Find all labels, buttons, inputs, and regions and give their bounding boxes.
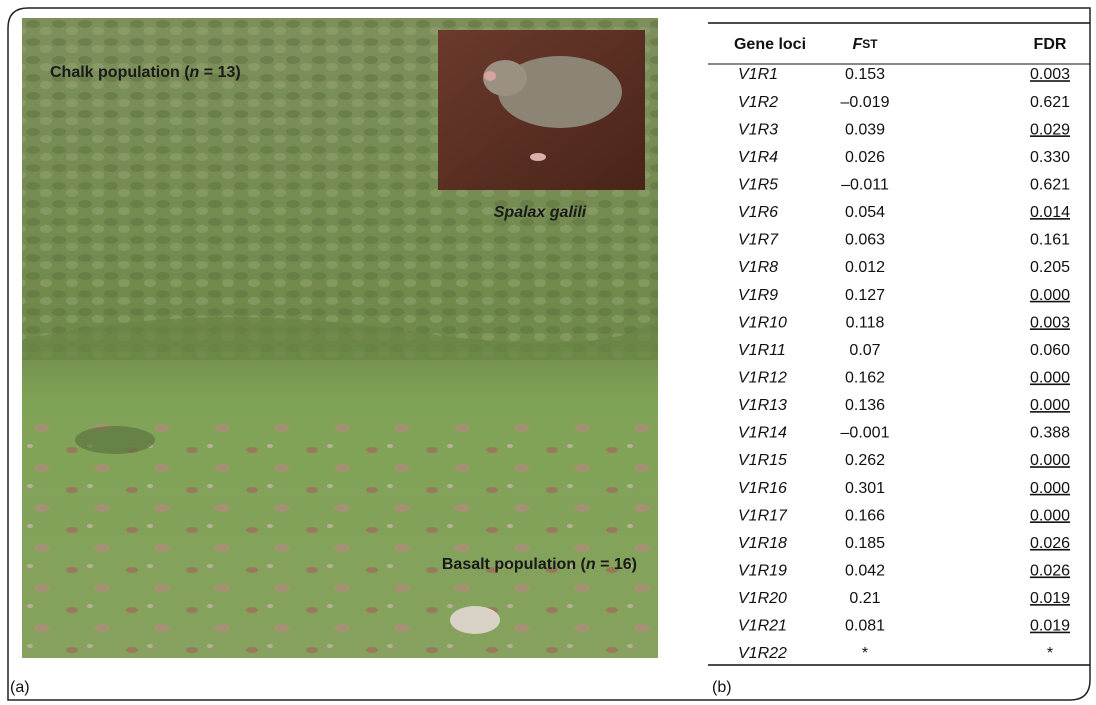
fst-value: 0.153 (845, 66, 885, 83)
fdr-value: 0.019 (1030, 618, 1070, 635)
fdr-value: 0.621 (1030, 177, 1070, 194)
fdr-value: 0.000 (1030, 507, 1070, 524)
fst-value: 0.127 (845, 287, 885, 304)
gene-locus: V1R3 (738, 121, 778, 138)
gene-locus: V1R11 (738, 342, 786, 359)
column-header: FDR (1034, 36, 1067, 53)
fdr-value: 0.029 (1030, 121, 1070, 138)
fst-value: 0.166 (845, 507, 885, 524)
fdr-value: 0.014 (1030, 204, 1070, 221)
fst-value: –0.019 (841, 94, 890, 111)
gene-locus: V1R9 (738, 287, 778, 304)
fst-value: 0.185 (845, 535, 885, 552)
fst-value: 0.063 (845, 232, 885, 249)
gene-locus: V1R19 (738, 563, 787, 580)
fst-table: Gene loci FST FDR V1R1 0.153 0.003 V1R2 –0.0… (708, 23, 1090, 665)
fst-value: 0.262 (845, 452, 885, 469)
gene-locus: V1R14 (738, 425, 787, 442)
fdr-value: 0.026 (1030, 535, 1070, 552)
gene-locus: V1R8 (738, 259, 778, 276)
gene-locus: V1R6 (738, 204, 778, 221)
fst-value: 0.07 (849, 342, 880, 359)
panel-tag: (a) (10, 679, 30, 696)
fst-value: 0.162 (845, 370, 885, 387)
fdr-value: 0.003 (1030, 66, 1070, 83)
fdr-value: 0.060 (1030, 342, 1070, 359)
basalt-label: Basalt population (n = 16) (442, 556, 637, 573)
column-header: Gene loci (734, 36, 806, 53)
gene-locus: V1R1 (738, 66, 778, 83)
fdr-value: 0.019 (1030, 590, 1070, 607)
species-label: Spalax galili (494, 204, 587, 221)
gene-locus: V1R12 (738, 370, 787, 387)
gene-locus: V1R5 (738, 177, 778, 194)
gene-locus: V1R10 (738, 314, 787, 331)
gene-locus: V1R18 (738, 535, 787, 552)
fdr-value: 0.000 (1030, 397, 1070, 414)
fdr-value: 0.388 (1030, 425, 1070, 442)
gene-locus: V1R13 (738, 397, 787, 414)
fdr-value: 0.205 (1030, 259, 1070, 276)
fst-value: 0.042 (845, 563, 885, 580)
panel-tag: (b) (712, 679, 732, 696)
fdr-value: 0.161 (1030, 232, 1070, 249)
fst-value: –0.001 (841, 425, 890, 442)
gene-locus: V1R7 (738, 232, 779, 249)
fst-value: 0.026 (845, 149, 885, 166)
fdr-value: 0.000 (1030, 452, 1070, 469)
gene-locus: V1R20 (738, 590, 787, 607)
fst-value: 0.081 (845, 618, 885, 635)
fdr-value: 0.000 (1030, 480, 1070, 497)
gene-locus: V1R21 (738, 618, 787, 635)
fdr-value: 0.026 (1030, 563, 1070, 580)
fst-value: * (862, 645, 868, 662)
gene-locus: V1R15 (738, 452, 787, 469)
fdr-value: 0.003 (1030, 314, 1070, 331)
gene-locus: V1R17 (738, 507, 788, 524)
gene-locus: V1R2 (738, 94, 778, 111)
gene-locus: V1R16 (738, 480, 787, 497)
fst-value: –0.011 (841, 177, 889, 194)
gene-locus: V1R22 (738, 645, 787, 662)
fst-value: 0.21 (849, 590, 880, 607)
fst-value: 0.054 (845, 204, 885, 221)
fst-value: 0.012 (845, 259, 885, 276)
gene-locus: V1R4 (738, 149, 778, 166)
fdr-value: 0.330 (1030, 149, 1070, 166)
page: {"panel_a": { "chalk_label": ["Chalk pop… (0, 0, 1096, 705)
fdr-value: 0.000 (1030, 287, 1070, 304)
chalk-label: Chalk population (n = 13) (50, 64, 241, 81)
fst-value: 0.136 (845, 397, 885, 414)
fst-value: 0.118 (846, 314, 885, 331)
fdr-value: * (1047, 645, 1053, 662)
fdr-value: 0.000 (1030, 370, 1070, 387)
mole-photo (438, 30, 645, 190)
column-header: FST (852, 36, 878, 53)
fdr-value: 0.621 (1030, 94, 1070, 111)
fst-value: 0.301 (845, 480, 885, 497)
fst-value: 0.039 (845, 121, 885, 138)
figure: Chalk population (n = 13) Spalax galili … (0, 0, 1096, 705)
